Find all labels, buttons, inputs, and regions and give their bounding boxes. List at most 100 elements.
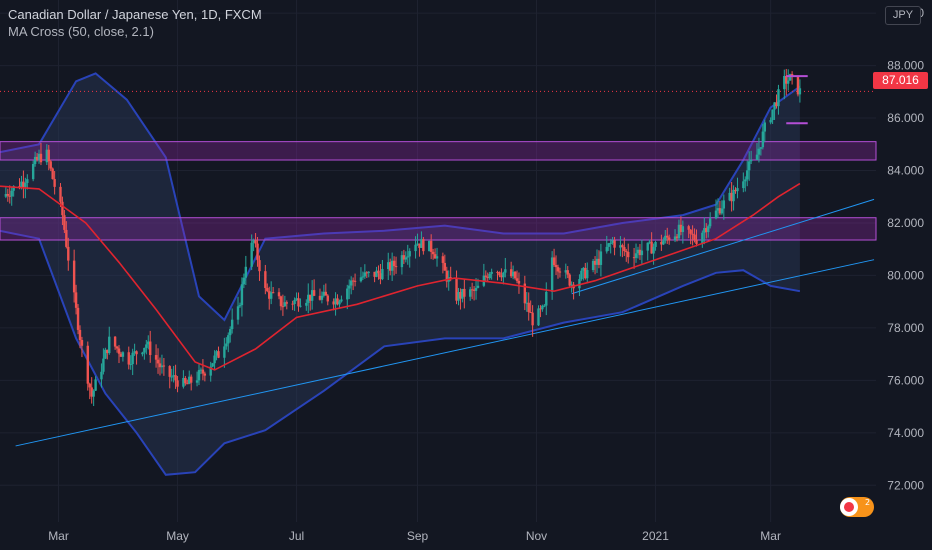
candle-body [582,267,585,271]
candle-body [184,377,187,384]
candle-body [305,302,308,306]
candle-body [94,379,97,391]
candle-body [271,292,275,294]
candle-body [65,229,68,247]
candle-body [322,291,326,296]
candles [4,68,802,407]
candle-body [252,240,255,243]
candle-body [174,375,177,381]
candle-body [787,80,790,84]
candle-body [293,299,296,304]
trendline [571,198,875,295]
candle-body [332,301,335,305]
candle-body [209,366,212,376]
candle-body [730,192,733,202]
candle-body [654,242,657,247]
candle-body [363,272,367,277]
candle-body [269,292,273,299]
envelope-lower-line [0,229,801,476]
candle-body [63,215,66,230]
candle-body [195,380,199,383]
candle-body [367,271,370,273]
candle-body [742,181,745,189]
candle-body [461,288,464,299]
candle-body [708,218,712,227]
candle-body [468,289,472,297]
candle-body [225,343,228,347]
candle-body [777,89,780,107]
candle-body [490,271,493,274]
candle-body [106,349,109,354]
y-tick-label: 84.000 [887,164,924,178]
candle-body [701,232,704,244]
study-legend[interactable]: MA Cross (50, close, 2.1) [8,24,154,39]
candle-body [566,270,569,275]
candle-body [18,186,21,188]
candle-body [747,161,751,171]
candle-body [763,122,766,132]
candle-body [256,243,259,261]
candle-body [10,190,13,197]
candle-body [346,288,349,300]
candle-body [188,376,191,384]
candle-body [605,246,608,252]
candle-body [744,179,747,182]
candle-body [6,193,10,196]
candle-body [375,270,378,277]
candle-body [49,161,52,169]
candle-body [732,189,735,202]
candle-body [556,267,560,272]
candle-body [459,291,462,299]
candle-body [428,240,431,252]
candle-body [8,195,11,197]
candle-body [472,289,476,291]
candle-body [326,295,329,302]
chart-legend: Canadian Dollar / Japanese Yen, 1D, FXCM… [8,6,262,40]
candle-body [406,256,409,258]
candle-body [104,349,107,359]
candle-body [798,88,802,95]
candle-body [404,257,408,260]
candle-body [242,277,246,285]
candle-body [679,224,683,233]
candle-body [389,262,392,271]
candle-body [90,387,93,397]
candle-body [108,336,111,354]
candle-body [591,260,595,271]
candle-body [162,365,166,367]
candle-body [74,292,78,308]
candle-body [646,242,649,251]
x-tick-label: Jul [289,529,304,543]
candle-body [498,272,501,276]
candle-body [154,355,158,360]
support-resistance-zone [0,141,877,161]
candle-body [115,346,119,349]
currency-badge[interactable]: JPY [885,6,921,25]
candle-body [117,348,121,354]
candle-body [513,271,517,279]
candle-body [515,278,519,281]
candle-body [127,352,130,365]
tradingview-logo-icon[interactable]: 2 [836,495,876,519]
symbol-title[interactable]: Canadian Dollar / Japanese Yen, 1D, FXCM [8,7,262,22]
candle-body [783,75,786,90]
candle-body [312,290,316,296]
candle-body [500,275,503,278]
candle-body [609,242,612,244]
candle-body [716,208,720,211]
candle-body [281,306,285,308]
candle-body [537,308,540,326]
candle-body [53,179,56,187]
candle-body [749,159,753,162]
candle-body [545,291,548,306]
candle-body [47,149,50,162]
candle-body [476,285,480,288]
candle-body [277,292,281,297]
candle-body [486,276,489,279]
candle-body [445,270,448,282]
candle-body [734,189,737,192]
trendline [15,259,875,447]
candle-body [722,200,726,209]
candle-body [158,363,162,368]
